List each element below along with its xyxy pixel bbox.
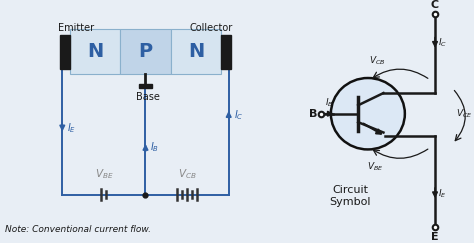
Text: $I_E$: $I_E$: [438, 187, 447, 200]
Text: Emitter: Emitter: [58, 23, 94, 33]
Circle shape: [331, 78, 405, 149]
Text: $I_B$: $I_B$: [150, 141, 159, 155]
Text: B: B: [309, 109, 317, 119]
Text: C: C: [431, 0, 439, 10]
Text: $I_B$: $I_B$: [325, 96, 333, 109]
Bar: [139, 84, 152, 88]
Bar: [70, 29, 120, 74]
Text: P: P: [138, 42, 153, 61]
Text: Collector: Collector: [189, 23, 233, 33]
Text: N: N: [188, 42, 204, 61]
Bar: [171, 29, 221, 74]
Text: Base: Base: [136, 92, 159, 102]
Text: $I_C$: $I_C$: [438, 37, 447, 50]
Text: N: N: [87, 42, 103, 61]
Text: $V_{CB}$: $V_{CB}$: [178, 167, 196, 181]
Text: $I_E$: $I_E$: [67, 121, 76, 135]
Bar: [120, 29, 171, 74]
Text: $V_{BE}$: $V_{BE}$: [367, 161, 384, 173]
Text: Note: Conventional current flow.: Note: Conventional current flow.: [5, 225, 151, 234]
Text: E: E: [431, 232, 439, 242]
Text: $V_{CB}$: $V_{CB}$: [369, 54, 386, 67]
Text: Circuit
Symbol: Circuit Symbol: [329, 185, 371, 207]
Bar: [221, 35, 231, 69]
Bar: [60, 35, 70, 69]
Text: $I_C$: $I_C$: [234, 108, 243, 122]
Text: $V_{CE}$: $V_{CE}$: [456, 107, 473, 120]
Text: $V_{BE}$: $V_{BE}$: [95, 167, 113, 181]
